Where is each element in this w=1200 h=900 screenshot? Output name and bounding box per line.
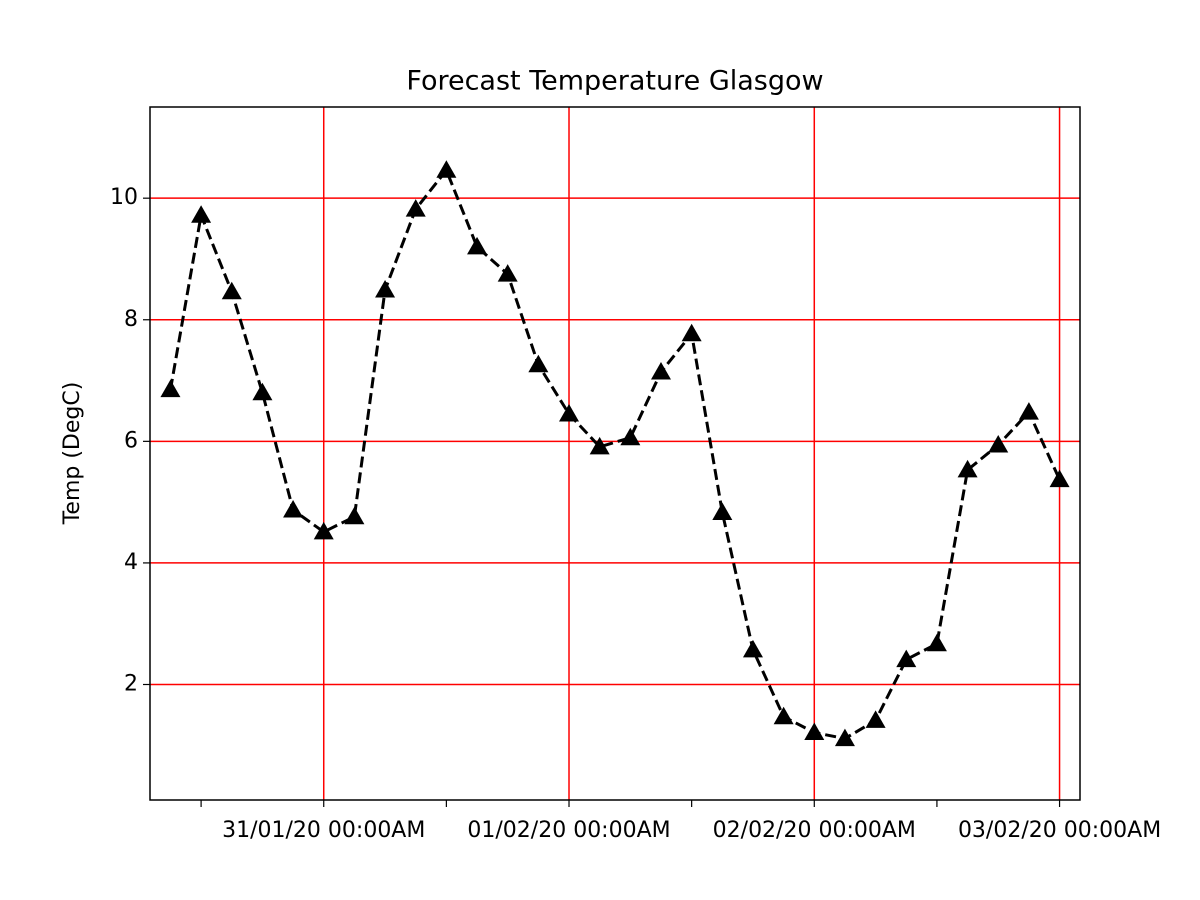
data-point: [467, 236, 488, 255]
data-point: [865, 710, 886, 728]
y-tick-label: 2: [124, 672, 138, 697]
x-tick-label: 03/02/20 00:00AM: [958, 818, 1161, 843]
x-tick-label: 01/02/20 00:00AM: [467, 818, 670, 843]
y-tick-label: 8: [124, 307, 138, 332]
data-point: [681, 323, 702, 342]
data-point: [620, 427, 641, 446]
data-point: [283, 500, 304, 518]
data-point: [589, 436, 610, 455]
data-point: [405, 199, 426, 217]
data-point: [1018, 402, 1039, 420]
data-point: [375, 279, 396, 298]
data-point: [1049, 469, 1070, 488]
data-point: [742, 639, 763, 658]
data-point: [221, 281, 242, 300]
data-point: [834, 728, 855, 747]
x-tick-label: 31/01/20 00:00AM: [222, 818, 425, 843]
y-tick-label: 10: [110, 185, 138, 210]
data-point: [497, 264, 518, 282]
chart-title: Forecast Temperature Glasgow: [406, 66, 823, 97]
data-point: [528, 354, 549, 373]
data-point: [804, 722, 825, 741]
y-tick-label: 6: [124, 428, 138, 453]
data-point: [712, 502, 733, 520]
data-point: [191, 205, 212, 223]
y-tick-label: 4: [124, 550, 138, 575]
data-point: [559, 403, 580, 422]
data-point: [313, 521, 334, 540]
data-point: [160, 379, 181, 398]
data-point: [773, 706, 794, 725]
data-point: [926, 633, 947, 652]
data-point: [436, 160, 457, 178]
data-point: [344, 506, 365, 525]
series-line: [168, 167, 1061, 741]
data-point: [988, 434, 1009, 453]
plot-frame: [149, 106, 1081, 801]
y-axis-label: Temp (DegC): [60, 382, 85, 526]
data-point: [896, 649, 917, 668]
data-point: [650, 362, 671, 380]
data-point: [252, 382, 273, 401]
x-tick-label: 02/02/20 00:00AM: [713, 818, 916, 843]
data-point: [957, 459, 978, 478]
